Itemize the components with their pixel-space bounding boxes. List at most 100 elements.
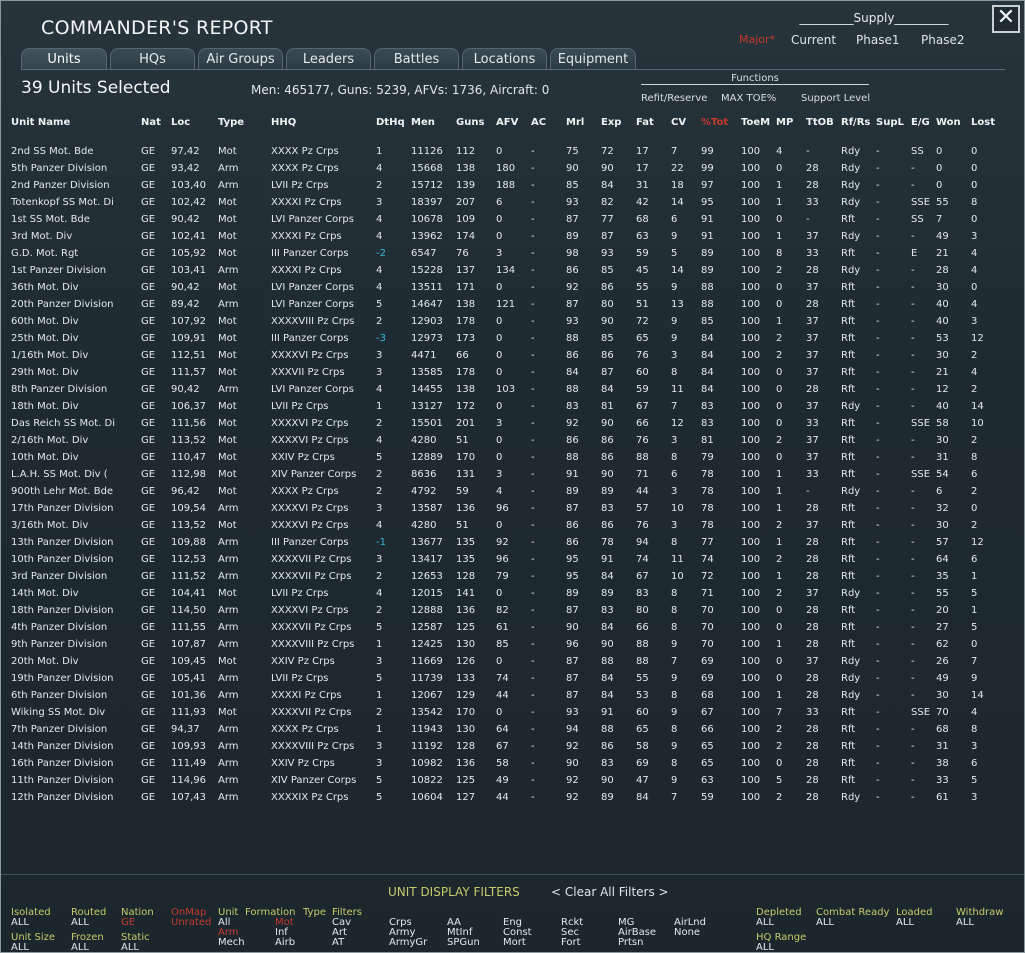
table-row[interactable]: 2/16th Mot. Div GE 113,52 Mot XXXXVI Pz Crps…: [11, 433, 1011, 450]
filter-frozen-value[interactable]: ALL: [71, 942, 89, 953]
cell-unit-name[interactable]: Totenkopf SS Mot. Di: [11, 197, 114, 208]
supply-major-filter[interactable]: Major*: [739, 33, 776, 46]
clear-filters-button[interactable]: < Clear All Filters >: [551, 885, 669, 899]
cell-unit-name[interactable]: L.A.H. SS Mot. Div (: [11, 469, 108, 480]
filter-unit-size-value[interactable]: ALL: [11, 942, 29, 953]
col-header-hhq[interactable]: HHQ: [271, 117, 297, 128]
filter-isolated-label[interactable]: Isolated: [11, 907, 51, 918]
filter-combat-ready-value[interactable]: ALL: [816, 917, 834, 928]
col-header-ac[interactable]: AC: [531, 117, 547, 128]
close-button[interactable]: ✕: [992, 5, 1020, 33]
filter-formation-airb[interactable]: Airb: [275, 937, 296, 948]
col-header-e-g[interactable]: E/G: [911, 117, 930, 128]
cell-unit-name[interactable]: 4th Panzer Division: [11, 622, 108, 633]
col-header-dthq[interactable]: DtHq: [376, 117, 405, 128]
table-row[interactable]: 20th Mot. Div GE 109,45 Mot XXIV Pz Crps 3 116…: [11, 654, 1011, 671]
filter-formation-inf[interactable]: Inf: [275, 927, 288, 938]
filter-cav[interactable]: Cav: [332, 917, 352, 928]
table-row[interactable]: 10th Mot. Div GE 110,47 Mot XXIV Pz Crps 5 128…: [11, 450, 1011, 467]
col-header-unit-name[interactable]: Unit Name: [11, 117, 71, 128]
table-row[interactable]: 14th Mot. Div GE 104,41 Mot LVII Pz Crps 4 120…: [11, 586, 1011, 603]
table-row[interactable]: 25th Mot. Div GE 109,91 Mot III Panzer Corps…: [11, 331, 1011, 348]
table-row[interactable]: 6th Panzer Division GE 101,36 Arm XXXXI Pz C…: [11, 688, 1011, 705]
table-row[interactable]: 29th Mot. Div GE 111,57 Mot XXXVII Pz Crps 3 1…: [11, 365, 1011, 382]
table-row[interactable]: 36th Mot. Div GE 90,42 Mot LVI Panzer Corps 4…: [11, 280, 1011, 297]
table-row[interactable]: 3/16th Mot. Div GE 113,52 Mot XXXXVI Pz Crps…: [11, 518, 1011, 535]
cell-unit-name[interactable]: 3/16th Mot. Div: [11, 520, 89, 531]
col-header-mp[interactable]: MP: [776, 117, 794, 128]
filter-onmap-label[interactable]: OnMap: [171, 907, 207, 918]
col-header-loc[interactable]: Loc: [171, 117, 191, 128]
table-row[interactable]: 18th Mot. Div GE 106,37 Mot LVII Pz Crps 1 131…: [11, 399, 1011, 416]
cell-unit-name[interactable]: 19th Panzer Division: [11, 673, 114, 684]
table-row[interactable]: 1/16th Mot. Div GE 112,51 Mot XXXXVI Pz Crps…: [11, 348, 1011, 365]
table-row[interactable]: L.A.H. SS Mot. Div (GE 112,98 Mot XIV Panze…: [11, 467, 1011, 484]
filter-army[interactable]: Army: [389, 927, 416, 938]
cell-unit-name[interactable]: 14th Panzer Division: [11, 741, 114, 752]
table-row[interactable]: 8th Panzer Division GE 90,42 Arm LVI Panzer …: [11, 382, 1011, 399]
table-row[interactable]: 14th Panzer Division GE 109,93 Arm XXXXVIII …: [11, 739, 1011, 756]
col-header-guns[interactable]: Guns: [456, 117, 485, 128]
filter-combat-ready-label[interactable]: Combat Ready: [816, 907, 890, 918]
table-row[interactable]: Wiking SS Mot. Div GE 111,93 Mot XXXXVII Pz …: [11, 705, 1011, 722]
col-header-pct-tot[interactable]: %Tot: [701, 117, 729, 128]
table-row[interactable]: 13th Panzer Division GE 109,88 Arm III Panze…: [11, 535, 1011, 552]
filter-depleted-value[interactable]: ALL: [756, 917, 774, 928]
cell-unit-name[interactable]: 5th Panzer Division: [11, 163, 108, 174]
supply-phase1[interactable]: Phase1: [856, 33, 900, 47]
table-row[interactable]: 7th Panzer Division GE 94,37 Arm XXXX Pz Crp…: [11, 722, 1011, 739]
cell-unit-name[interactable]: 10th Panzer Division: [11, 554, 114, 565]
col-header-type[interactable]: Type: [218, 117, 245, 128]
col-header-toem[interactable]: ToeM: [741, 117, 771, 128]
filter-hq-range-label[interactable]: HQ Range: [756, 932, 807, 943]
table-row[interactable]: 2nd Panzer Division GE 103,40 Arm LVII Pz Cr…: [11, 178, 1011, 195]
table-row[interactable]: 5th Panzer Division GE 93,42 Arm XXXX Pz Crp…: [11, 161, 1011, 178]
filter-prtsn[interactable]: Prtsn: [618, 937, 644, 948]
col-header-exp[interactable]: Exp: [601, 117, 622, 128]
filter-onmap-value[interactable]: Unrated: [171, 917, 212, 928]
col-header-fat[interactable]: Fat: [636, 117, 654, 128]
supply-phase2[interactable]: Phase2: [921, 33, 965, 47]
table-row[interactable]: Totenkopf SS Mot. Di GE 102,42 Mot XXXXI Pz …: [11, 195, 1011, 212]
col-header-cv[interactable]: CV: [671, 117, 687, 128]
table-row[interactable]: 10th Panzer Division GE 112,53 Arm XXXXVII P…: [11, 552, 1011, 569]
cell-unit-name[interactable]: Das Reich SS Mot. Di: [11, 418, 116, 429]
col-header-ttob[interactable]: TtOB: [806, 117, 834, 128]
filter-loaded-value[interactable]: ALL: [896, 917, 914, 928]
filter-formation-mot[interactable]: Mot: [275, 917, 294, 928]
table-row[interactable]: 17th Panzer Division GE 109,54 Arm XXXXVI Pz…: [11, 501, 1011, 518]
table-row[interactable]: 60th Mot. Div GE 107,92 Mot XXXXVIII Pz Crps…: [11, 314, 1011, 331]
cell-unit-name[interactable]: 11th Panzer Division: [11, 775, 114, 786]
table-row[interactable]: 3rd Panzer Division GE 111,52 Arm XXXXVII Pz…: [11, 569, 1011, 586]
filter-rckt[interactable]: Rckt: [561, 917, 584, 928]
filter-unit-arm[interactable]: Arm: [218, 927, 239, 938]
tab-locations[interactable]: Locations: [462, 48, 547, 70]
table-row[interactable]: Das Reich SS Mot. Di GE 111,56 Mot XXXXVI Pz…: [11, 416, 1011, 433]
cell-unit-name[interactable]: 2/16th Mot. Div: [11, 435, 89, 446]
cell-unit-name[interactable]: 8th Panzer Division: [11, 384, 108, 395]
tab-leaders[interactable]: Leaders: [286, 48, 371, 70]
filter-frozen-label[interactable]: Frozen: [71, 932, 104, 943]
filter-static-value[interactable]: ALL: [121, 942, 139, 953]
cell-unit-name[interactable]: 14th Mot. Div: [11, 588, 79, 599]
table-row[interactable]: 900th Lehr Mot. Bde GE 96,42 Mot XXXX Pz Crp…: [11, 484, 1011, 501]
cell-unit-name[interactable]: 6th Panzer Division: [11, 690, 108, 701]
table-row[interactable]: 11th Panzer Division GE 114,96 Arm XIV Panze…: [11, 773, 1011, 790]
filter-mtinf[interactable]: MtInf: [447, 927, 473, 938]
table-row[interactable]: 16th Panzer Division GE 111,49 Arm XXIV Pz C…: [11, 756, 1011, 773]
tab-air-groups[interactable]: Air Groups: [198, 48, 283, 70]
cell-unit-name[interactable]: 7th Panzer Division: [11, 724, 108, 735]
filter-unit-size-label[interactable]: Unit Size: [11, 932, 56, 943]
refit-reserve-button[interactable]: Refit/Reserve: [641, 93, 708, 104]
col-header-won[interactable]: Won: [936, 117, 961, 128]
col-header-men[interactable]: Men: [411, 117, 435, 128]
cell-unit-name[interactable]: 18th Panzer Division: [11, 605, 114, 616]
cell-unit-name[interactable]: 3rd Mot. Div: [11, 231, 73, 242]
filter-aa[interactable]: AA: [447, 917, 461, 928]
col-header-nat[interactable]: Nat: [141, 117, 161, 128]
cell-unit-name[interactable]: 12th Panzer Division: [11, 792, 114, 803]
filter-airbase[interactable]: AirBase: [618, 927, 657, 938]
table-row[interactable]: 1st SS Mot. Bde GE 90,42 Mot LVI Panzer Corp…: [11, 212, 1011, 229]
filter-isolated-value[interactable]: ALL: [11, 917, 29, 928]
filter-spgun[interactable]: SPGun: [447, 937, 480, 948]
